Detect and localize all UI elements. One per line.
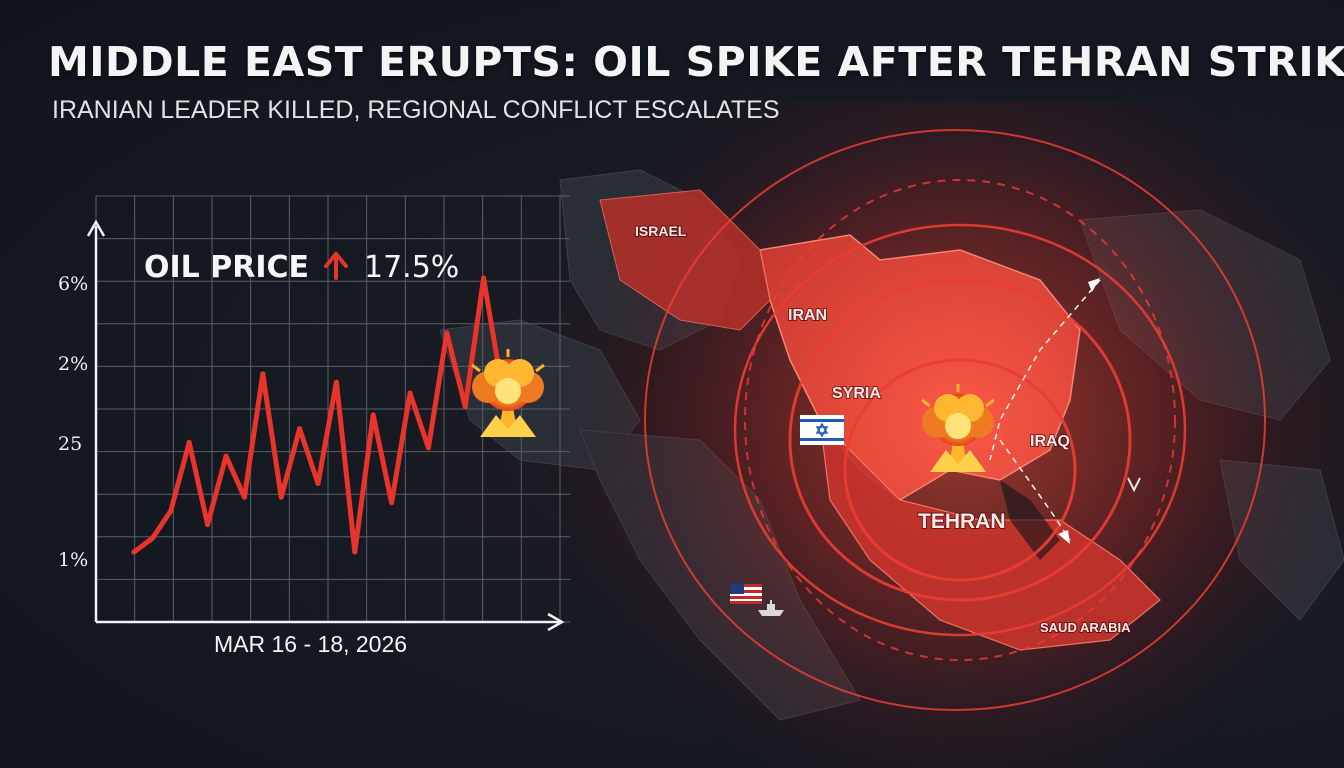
y-tick-label: 2%	[58, 353, 88, 375]
data-point	[481, 275, 487, 281]
y-tick-label: 25	[58, 433, 82, 455]
data-point	[389, 500, 395, 506]
label-iran: IRAN	[788, 307, 827, 324]
oil-price-change: 17.5%	[364, 250, 459, 285]
data-point	[241, 494, 247, 500]
label-israel: ISRAEL	[635, 223, 687, 239]
data-point	[333, 379, 339, 385]
label-tehran: TEHRAN	[918, 510, 1006, 533]
series-line	[131, 275, 505, 555]
page-title: MIDDLE EAST ERUPTS: OIL SPIKE AFTER TEHR…	[48, 38, 1344, 86]
data-point	[223, 453, 229, 459]
page-subtitle: IRANIAN LEADER KILLED, REGIONAL CONFLICT…	[52, 96, 780, 124]
data-point	[425, 445, 431, 451]
data-point	[168, 508, 174, 514]
data-point	[260, 371, 266, 377]
usa-flag-icon	[730, 584, 762, 604]
data-point	[352, 549, 358, 555]
data-point	[297, 426, 303, 432]
label-saudi-arabia: SAUD ARABIA	[1040, 620, 1131, 635]
x-axis-label: MAR 16 - 18, 2026	[214, 631, 407, 657]
data-point	[370, 412, 376, 418]
data-point	[444, 330, 450, 336]
oil-price-label: OIL PRICE	[144, 250, 309, 285]
y-tick-label: 1%	[58, 549, 88, 571]
data-point	[407, 390, 413, 396]
impact-rings	[644, 129, 1266, 711]
data-point	[205, 522, 211, 528]
data-point	[131, 549, 137, 555]
data-point	[315, 481, 321, 486]
data-point	[462, 404, 468, 410]
warship-icon	[758, 600, 784, 616]
missile-icon	[989, 278, 1141, 544]
data-point	[149, 535, 155, 541]
label-syria: SYRIA	[832, 385, 881, 402]
y-tick-label: 6%	[58, 273, 88, 295]
data-point	[278, 494, 284, 500]
up-arrow-icon	[324, 250, 348, 280]
chart-axes	[86, 219, 565, 632]
israel-flag-icon	[800, 415, 844, 445]
data-point	[186, 439, 192, 445]
label-iraq: IRAQ	[1030, 433, 1070, 450]
